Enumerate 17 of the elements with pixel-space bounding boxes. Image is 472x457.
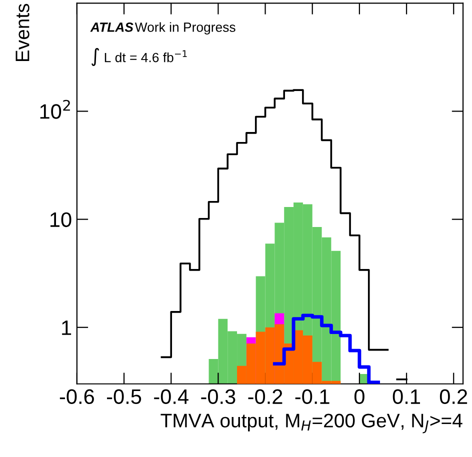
x-tick-label: -0.4	[154, 389, 188, 404]
annotation: ATLAS	[90, 22, 134, 32]
x-tick-label: -0.1	[295, 389, 330, 404]
x-tick-label: 0	[354, 389, 364, 404]
y-tick-label: 1	[62, 320, 72, 335]
annotation: ∫ L dt = 4.6 fb$^{−1}$	[92, 48, 187, 66]
y-tick-label: 10$^{2}$	[40, 100, 70, 119]
x-tick-label: -0.2	[248, 389, 282, 404]
x-tick-label: 0.1	[392, 389, 420, 404]
annotation: Work in Progress	[134, 22, 236, 34]
x-axis-title: TMVA output, M$_{H}$=200 GeV, N$_{J}$>=4	[160, 414, 462, 434]
x-tick-label: -0.3	[201, 389, 236, 404]
y-axis-title: Events	[16, 4, 30, 62]
x-tick-label: -0.5	[107, 389, 142, 404]
x-tick-label: -0.6	[60, 389, 94, 404]
x-tick-label: 0.2	[440, 389, 468, 404]
y-tick-label: 10	[50, 212, 72, 228]
